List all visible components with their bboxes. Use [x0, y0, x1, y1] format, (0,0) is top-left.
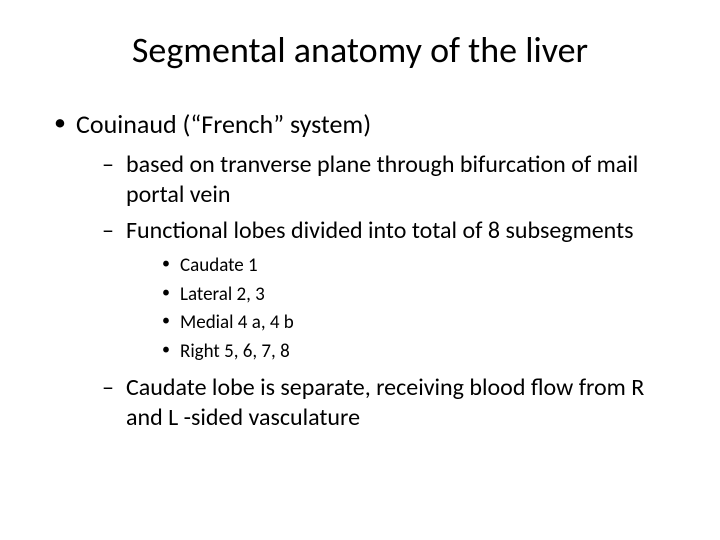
bullet-list-level3: Caudate 1 Lateral 2, 3 Medial 4 a, 4 b R…: [126, 254, 670, 365]
subsub-bullet-item: Lateral 2, 3: [158, 283, 670, 308]
slide-title: Segmental anatomy of the liver: [50, 28, 670, 72]
sub-bullet-item: based on tranverse plane through bifurca…: [98, 150, 670, 210]
sub-bullet-text: based on tranverse plane through bifurca…: [126, 150, 638, 209]
subsub-bullet-text: Lateral 2, 3: [180, 283, 265, 306]
bullet-list-level2: based on tranverse plane through bifurca…: [76, 150, 670, 433]
sub-bullet-item: Caudate lobe is separate, receiving bloo…: [98, 373, 670, 433]
subsub-bullet-item: Medial 4 a, 4 b: [158, 311, 670, 336]
sub-bullet-text: Caudate lobe is separate, receiving bloo…: [126, 373, 644, 432]
sub-bullet-text: Functional lobes divided into total of 8…: [126, 216, 634, 245]
bullet-text: Couinaud (“French” system): [76, 108, 371, 140]
sub-bullet-item: Functional lobes divided into total of 8…: [98, 216, 670, 365]
subsub-bullet-text: Medial 4 a, 4 b: [180, 311, 294, 334]
subsub-bullet-item: Right 5, 6, 7, 8: [158, 340, 670, 365]
bullet-item: Couinaud (“French” system) based on tran…: [50, 108, 670, 433]
bullet-list-level1: Couinaud (“French” system) based on tran…: [50, 108, 670, 433]
slide-container: Segmental anatomy of the liver Couinaud …: [0, 0, 720, 540]
subsub-bullet-text: Caudate 1: [180, 254, 258, 277]
subsub-bullet-text: Right 5, 6, 7, 8: [180, 340, 290, 363]
subsub-bullet-item: Caudate 1: [158, 254, 670, 279]
